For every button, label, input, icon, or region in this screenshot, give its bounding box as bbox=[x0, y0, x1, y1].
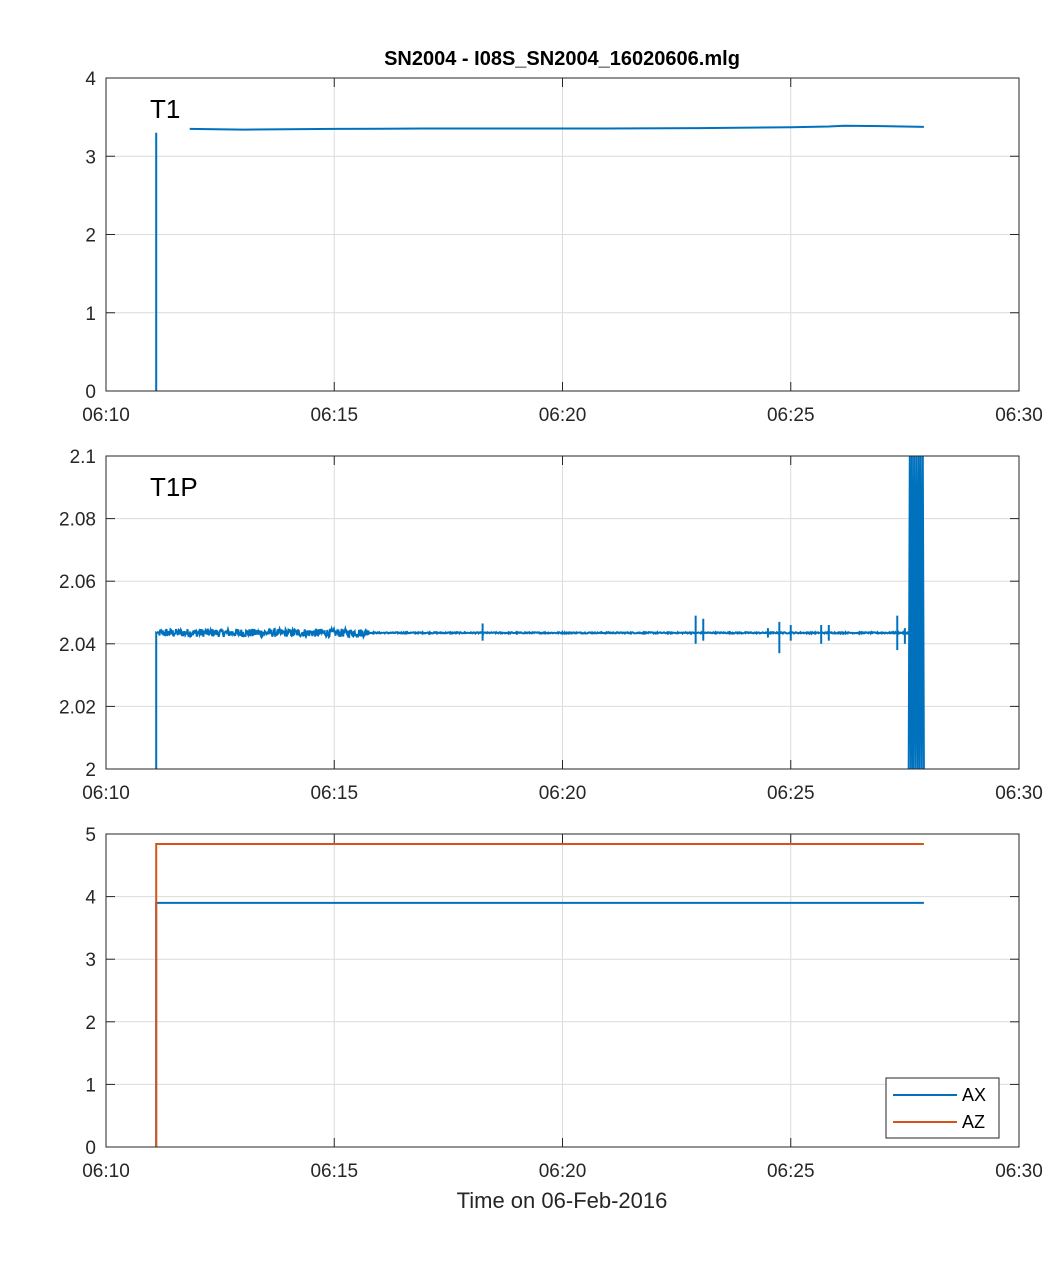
x-tick-label: 06:25 bbox=[767, 405, 815, 426]
panel-t1p: 06:10 06:15 06:20 06:25 06:30 2 2.02 2.04 2.06 2.… bbox=[59, 447, 1043, 804]
x-axis-label: Time on 06-Feb-2016 bbox=[457, 1188, 668, 1213]
x-tick-label: 06:30 bbox=[995, 405, 1043, 426]
y-tick-label: 2.04 bbox=[59, 635, 96, 656]
y-tick-label: 2.06 bbox=[59, 572, 96, 593]
x-tick-label: 06:20 bbox=[539, 1161, 587, 1182]
y-tick-label: 2 bbox=[85, 226, 96, 247]
axes-frame-t1 bbox=[105, 77, 1020, 392]
ticks-t1: 06:10 06:15 06:20 06:25 06:30 0 1 2 3 4 bbox=[82, 69, 1043, 426]
x-tick-label: 06:10 bbox=[82, 1161, 130, 1182]
y-tick-label: 2.08 bbox=[59, 510, 96, 531]
x-tick-label: 06:25 bbox=[767, 783, 815, 804]
axes-frame-accel bbox=[105, 833, 1020, 1148]
x-tick-label: 06:25 bbox=[767, 1161, 815, 1182]
grid-t1 bbox=[106, 78, 1019, 391]
panel-accel: 06:10 06:15 06:20 06:25 06:30 0 1 2 3 4 5 Time on … bbox=[82, 825, 1043, 1213]
legend-label-az: AZ bbox=[962, 1112, 985, 1132]
x-tick-label: 06:15 bbox=[310, 1161, 358, 1182]
chart-title: SN2004 - I08S_SN2004_16020606.mlg bbox=[384, 48, 740, 70]
axes-frame-t1p bbox=[105, 455, 1020, 770]
x-tick-label: 06:10 bbox=[82, 405, 130, 426]
x-tick-label: 06:15 bbox=[310, 405, 358, 426]
grid-accel bbox=[106, 834, 1019, 1147]
x-tick-label: 06:30 bbox=[995, 783, 1043, 804]
series-accel bbox=[155, 843, 924, 1147]
panel-t1: 06:10 06:15 06:20 06:25 06:30 0 1 2 3 4 SN2004 - … bbox=[82, 48, 1043, 426]
series-line-t1 bbox=[189, 124, 924, 131]
y-tick-label: 4 bbox=[85, 888, 96, 909]
legend: AX AZ bbox=[885, 1077, 1000, 1139]
y-tick-label: 2 bbox=[85, 760, 96, 781]
y-tick-label: 0 bbox=[85, 382, 96, 403]
x-tick-label: 06:30 bbox=[995, 1161, 1043, 1182]
panel-label-t1: T1 bbox=[150, 94, 180, 124]
grid-t1p bbox=[106, 456, 1019, 769]
series-line-az bbox=[155, 843, 924, 1147]
panel-label-t1p: T1P bbox=[150, 472, 198, 502]
series-oscillation bbox=[907, 455, 925, 770]
ticks-t1p: 06:10 06:15 06:20 06:25 06:30 2 2.02 2.04 2.06 2.… bbox=[59, 447, 1043, 804]
y-tick-label: 2.02 bbox=[59, 697, 96, 718]
series-line-t1p bbox=[155, 624, 924, 769]
y-tick-label: 4 bbox=[85, 69, 96, 90]
x-tick-label: 06:15 bbox=[310, 783, 358, 804]
y-tick-label: 0 bbox=[85, 1138, 96, 1159]
x-tick-label: 06:10 bbox=[82, 783, 130, 804]
y-tick-label: 3 bbox=[85, 950, 96, 971]
legend-label-ax: AX bbox=[962, 1085, 986, 1105]
y-tick-label: 2.1 bbox=[70, 447, 96, 468]
y-tick-label: 1 bbox=[85, 1075, 96, 1096]
y-tick-label: 1 bbox=[85, 304, 96, 325]
x-tick-label: 06:20 bbox=[539, 405, 587, 426]
x-tick-label: 06:20 bbox=[539, 783, 587, 804]
y-tick-label: 2 bbox=[85, 1013, 96, 1034]
y-tick-label: 3 bbox=[85, 147, 96, 168]
legend-box bbox=[885, 1077, 1000, 1139]
series-t1 bbox=[155, 124, 924, 391]
y-tick-label: 5 bbox=[85, 825, 96, 846]
